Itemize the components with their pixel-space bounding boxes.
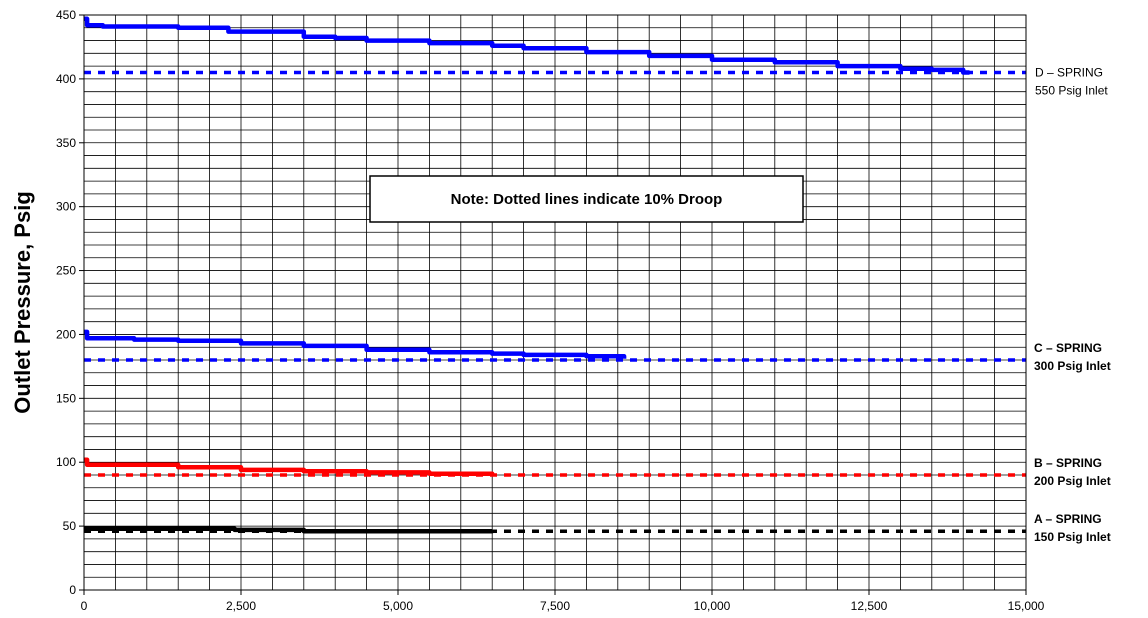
series-label: B – SPRING bbox=[1034, 456, 1102, 470]
series-label: 150 Psig Inlet bbox=[1034, 530, 1111, 544]
y-tick-label: 400 bbox=[56, 72, 76, 86]
axes bbox=[79, 14, 1027, 595]
series-lines bbox=[84, 16, 970, 534]
series-line bbox=[84, 329, 627, 359]
x-tick-label: 7,500 bbox=[540, 599, 570, 613]
y-tick-label: 200 bbox=[56, 327, 76, 341]
series-label: 200 Psig Inlet bbox=[1034, 474, 1111, 488]
x-tick-label: 12,500 bbox=[851, 599, 888, 613]
series-labels: D – SPRING 550 Psig Inlet C – SPRING 300 Ps… bbox=[1034, 66, 1111, 545]
y-tick-label: 150 bbox=[56, 391, 76, 405]
series-label: 550 Psig Inlet bbox=[1035, 84, 1108, 98]
x-tick-label: 0 bbox=[81, 599, 88, 613]
x-tick-label: 2,500 bbox=[226, 599, 256, 613]
series-label: D – SPRING bbox=[1035, 66, 1103, 80]
series-line bbox=[84, 457, 495, 476]
y-tick-label: 0 bbox=[69, 583, 76, 597]
y-tick-label: 350 bbox=[56, 136, 76, 150]
series-line bbox=[84, 526, 495, 534]
y-tick-label: 450 bbox=[56, 8, 76, 22]
y-tick-label: 300 bbox=[56, 200, 76, 214]
x-tick-label: 10,000 bbox=[694, 599, 731, 613]
y-tick-label: 250 bbox=[56, 264, 76, 278]
series-line bbox=[84, 16, 970, 75]
series-label: A – SPRING bbox=[1034, 512, 1102, 526]
note-box: Note: Dotted lines indicate 10% Droop bbox=[369, 175, 804, 223]
note-text: Note: Dotted lines indicate 10% Droop bbox=[451, 191, 723, 208]
y-tick-label: 50 bbox=[63, 519, 77, 533]
series-label: C – SPRING bbox=[1034, 341, 1102, 355]
x-tick-label: 5,000 bbox=[383, 599, 413, 613]
x-tick-label: 15,000 bbox=[1008, 599, 1045, 613]
tick-labels: 0 50 100 150 200 250 300 350 400 450 0 2,500 5,000 7,… bbox=[56, 8, 1045, 613]
grid bbox=[84, 15, 1026, 590]
y-tick-label: 100 bbox=[56, 455, 76, 469]
series-label: 300 Psig Inlet bbox=[1034, 359, 1111, 373]
y-axis-label: Outlet Pressure, Psig bbox=[10, 191, 35, 414]
